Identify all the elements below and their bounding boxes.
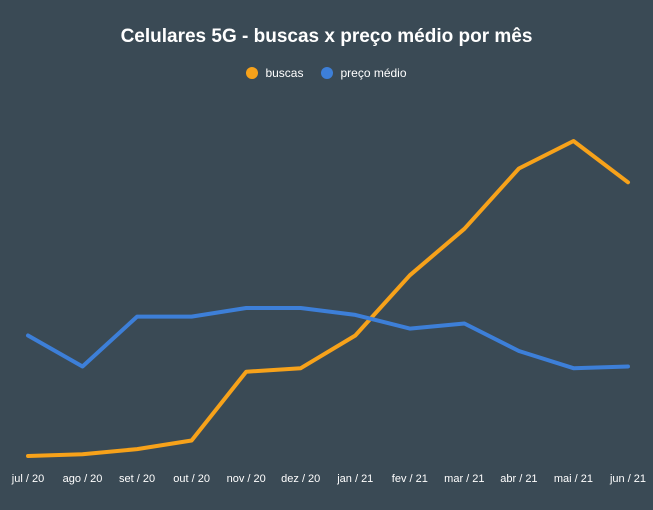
legend-marker-preco-medio [321,67,334,79]
legend-item-preco-medio[interactable]: preço médio [321,66,407,80]
x-tick-label: dez / 20 [281,473,320,485]
series-line-preco-medio [26,306,630,371]
chart-title: Celulares 5G - buscas x preço médio por … [120,26,533,47]
x-tick-label: ago / 20 [63,473,103,485]
x-tick-label: jun / 21 [609,473,646,485]
x-tick-label: mar / 21 [444,473,484,485]
series-line-buscas [26,139,630,458]
x-tick-label: mai / 21 [554,473,593,485]
legend-label-preco-medio: preço médio [340,66,407,80]
x-tick-label: abr / 21 [500,473,537,485]
legend-item-buscas[interactable]: buscas [246,66,303,80]
x-tick-label: out / 20 [173,473,210,485]
x-tick-label: jul / 20 [11,473,44,485]
legend: buscas preço médio [0,66,653,80]
x-tick-label: nov / 20 [227,473,266,485]
x-tick-label: set / 20 [119,473,155,485]
x-tick-label: fev / 21 [392,473,428,485]
x-tick-label: jan / 21 [336,473,373,485]
legend-marker-buscas [246,67,259,79]
legend-label-buscas: buscas [265,66,304,80]
